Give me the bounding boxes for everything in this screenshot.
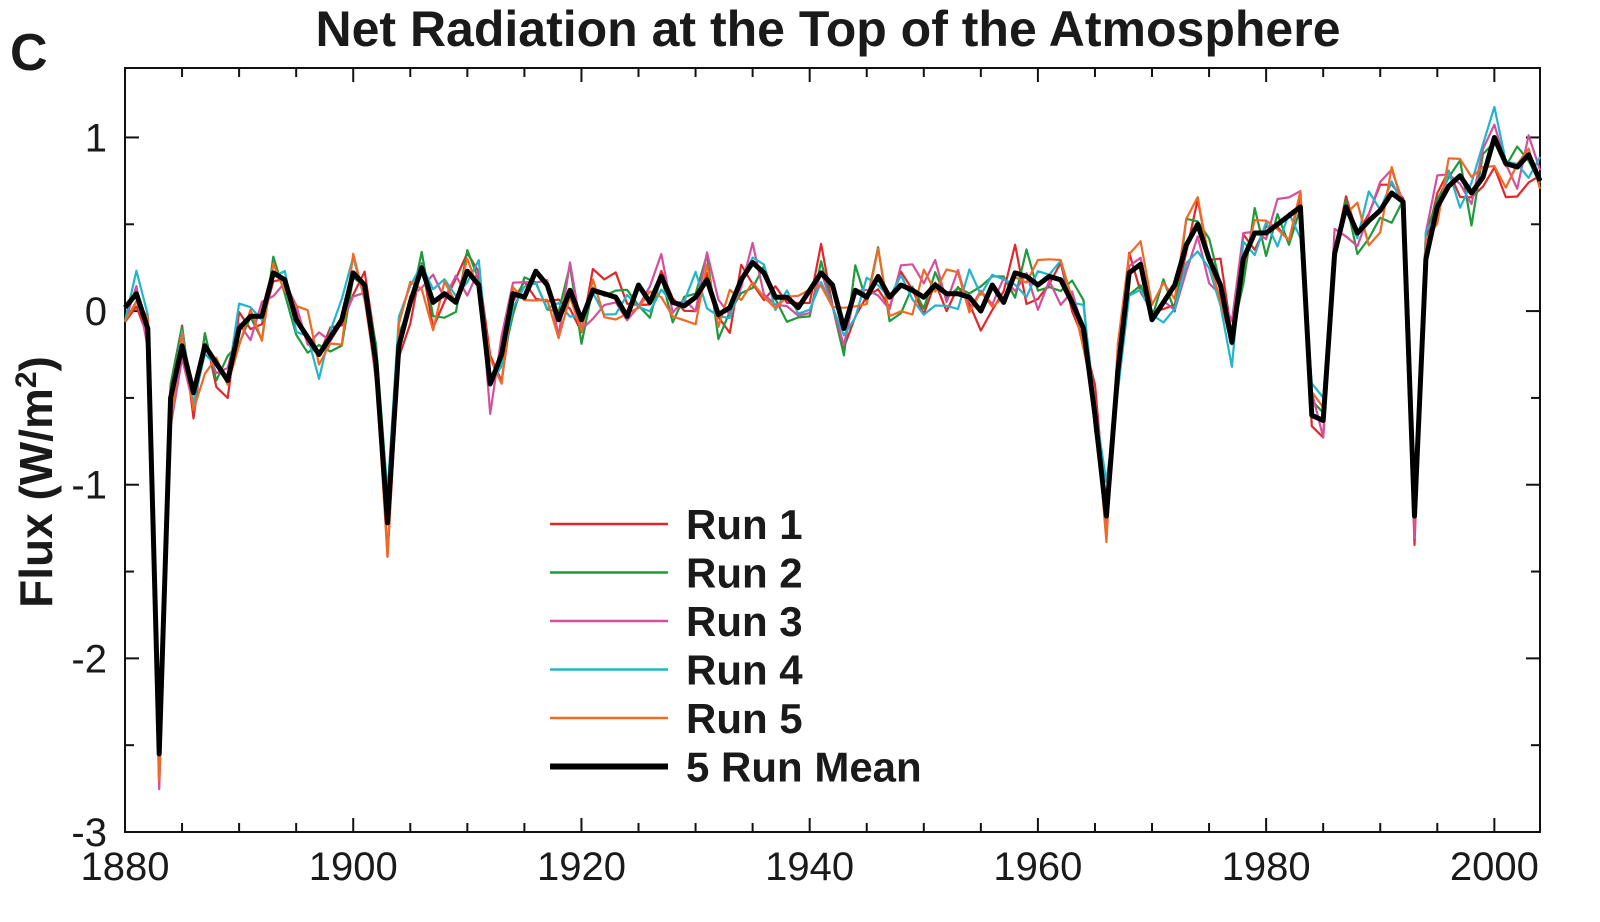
y-tick-label: 1: [85, 116, 107, 160]
series-line-run-4: [123, 105, 1541, 751]
legend-label: Run 3: [686, 598, 803, 645]
chart-title: Net Radiation at the Top of the Atmosphe…: [315, 1, 1340, 57]
legend-label: 5 Run Mean: [686, 744, 922, 791]
panel-label: C: [10, 24, 48, 82]
x-tick-label: 1900: [309, 845, 398, 889]
y-tick-label: -2: [71, 637, 107, 681]
series-line-run-2: [124, 141, 1541, 754]
y-axis-label-text: Flux (W/m: [10, 388, 62, 608]
x-tick-label: 1940: [765, 845, 854, 889]
series-line-run-1: [124, 166, 1541, 788]
x-tick-label: 2000: [1450, 845, 1539, 889]
y-axis-label-close: ): [10, 356, 62, 371]
y-axis-label: Flux (W/m2): [10, 356, 62, 608]
y-tick-label: -1: [71, 464, 107, 508]
y-tick-label: 0: [85, 290, 107, 334]
legend-label: Run 1: [686, 501, 803, 548]
series-line-run-3: [123, 123, 1542, 791]
series-line-run-5: [124, 147, 1542, 782]
y-axis-label-sup: 2: [10, 371, 43, 388]
plot-area: 1880 1900 1920 1940 1960 1980 2000 -3 -2 -1 0 1: [71, 67, 1543, 889]
legend-label: Run 4: [686, 647, 803, 694]
legend-label: Run 2: [686, 550, 803, 597]
x-tick-label: 1960: [993, 845, 1082, 889]
series-line-5-run-mean: [123, 135, 1543, 757]
y-tick-label: -3: [71, 811, 107, 855]
x-tick-label: 1980: [1222, 845, 1311, 889]
plot-frame: [124, 67, 1541, 833]
legend-label: Run 5: [686, 695, 803, 742]
svg-text:Flux (W/m2): Flux (W/m2): [10, 356, 62, 608]
x-tick-label: 1920: [537, 845, 626, 889]
x-tick-label: 1880: [81, 845, 170, 889]
